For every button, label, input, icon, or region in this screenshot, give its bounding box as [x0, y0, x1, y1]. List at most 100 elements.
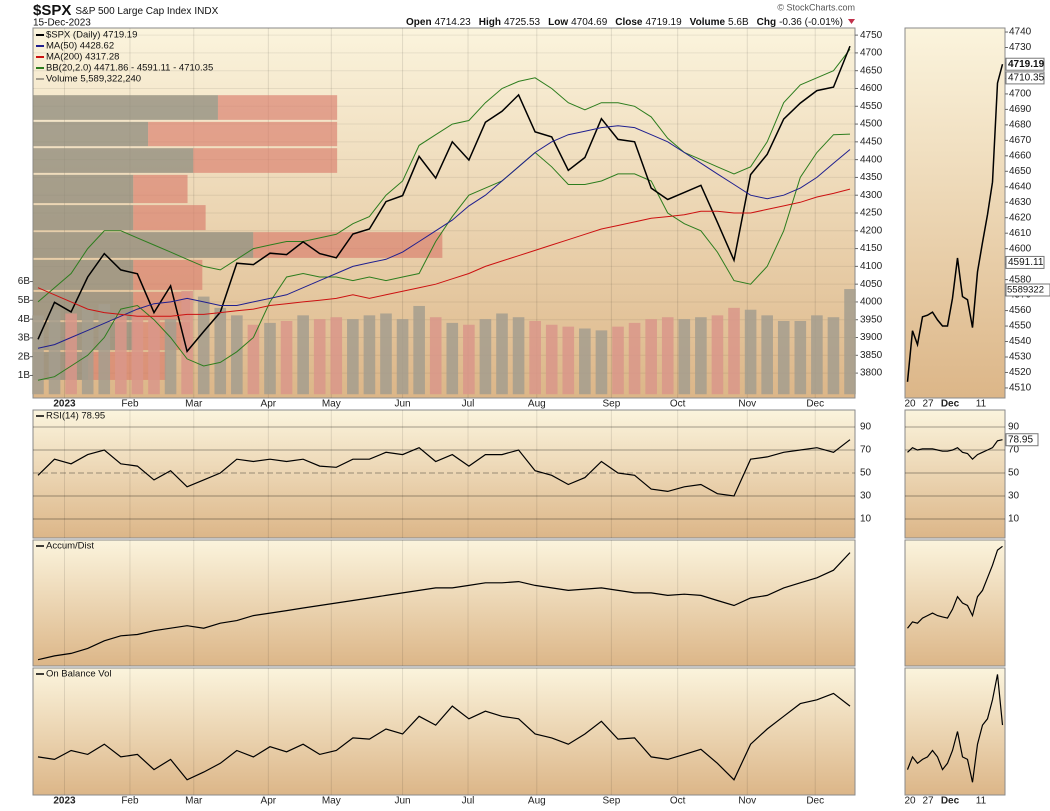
volume-bar — [595, 330, 608, 395]
inset-y-tick-label: 4550 — [1009, 321, 1032, 332]
y-tick-label: 4650 — [860, 65, 883, 76]
price-label: 4591.11 — [1008, 257, 1044, 268]
inset-y-tick-label: 4700 — [1009, 89, 1032, 100]
volume-tick-label: 6B — [18, 276, 31, 287]
vbp-down — [133, 259, 203, 290]
volume-bar — [711, 315, 724, 395]
inset-y-tick-label: 4680 — [1009, 120, 1032, 131]
inset-obv-line — [906, 674, 1004, 783]
accum-dist-panel — [32, 539, 856, 667]
volume-bar — [48, 309, 61, 395]
rsi-tick-label: 30 — [860, 491, 872, 502]
x-tick-label: 2023 — [53, 796, 76, 807]
obv-panel — [32, 667, 856, 796]
volume-bar — [562, 326, 575, 395]
x-tick-label: Jul — [462, 796, 475, 807]
y-tick-label: 3800 — [860, 368, 883, 379]
vbp-up — [33, 174, 134, 204]
inset-y-tick-label: 4660 — [1009, 150, 1032, 161]
y-tick-label: 4450 — [860, 136, 883, 147]
inset-x-tick-label: 11 — [976, 796, 987, 807]
quote-label: Open — [406, 17, 432, 28]
inset-accum_dist-line — [907, 545, 1003, 629]
x-tick-label: Apr — [261, 399, 277, 410]
inset-x-tick-label: 27 — [922, 796, 934, 807]
y-tick-label: 4150 — [860, 243, 883, 254]
rsi-label-box — [1005, 433, 1039, 447]
bb-upper — [37, 48, 851, 303]
inset-y-tick-label: 4740 — [1009, 27, 1032, 38]
inset-x-tick-label: Dec — [941, 796, 960, 807]
volume-bar — [131, 313, 144, 395]
vbp-down — [253, 232, 443, 258]
x-tick-label: May — [322, 796, 341, 807]
volume-bar — [446, 322, 459, 395]
y-tick-label: 4200 — [860, 225, 883, 236]
inset-rsi-tick-label: 50 — [1008, 468, 1020, 479]
volume-bar — [761, 315, 773, 395]
volume-tick-label: 2B — [18, 351, 31, 362]
quote-value: -0.36 (-0.01%) — [779, 17, 843, 28]
rsi-tick-label: 50 — [860, 468, 872, 479]
y-tick-label: 4000 — [860, 297, 883, 308]
volume-bar — [645, 319, 657, 395]
price-label: 4710.35 — [1008, 73, 1045, 84]
volume-bar — [612, 326, 624, 395]
volume-bar — [148, 317, 160, 395]
volume-bar — [231, 315, 243, 395]
quote-value: 4725.53 — [504, 17, 541, 28]
volume-bar — [413, 305, 425, 395]
volume-bar — [396, 319, 409, 395]
vbp-down — [133, 205, 206, 231]
y-tick-label: 3900 — [860, 332, 883, 343]
price-line — [37, 45, 851, 354]
volume-bar — [363, 315, 376, 395]
volume-bar — [214, 307, 227, 395]
vbp-up — [33, 148, 194, 173]
inset-rsi-tick-label: 70 — [1008, 445, 1020, 456]
vbp-up — [33, 121, 149, 147]
legend-label: BB(20,2.0) 4471.86 - 4591.11 - 4710.35 — [46, 63, 213, 74]
volume-label-box — [1005, 283, 1050, 297]
moving-average — [37, 188, 851, 317]
y-tick-label: 4250 — [860, 208, 883, 219]
x-tick-label: Aug — [528, 399, 546, 410]
volume-bar — [313, 319, 326, 395]
volume-bar — [661, 317, 674, 395]
volume-bar — [496, 313, 508, 395]
volume-bar — [777, 320, 790, 395]
indicator-label: On Balance Vol — [46, 669, 112, 680]
volume-bar — [728, 307, 740, 395]
inset-y-tick-label: 4580 — [1009, 274, 1032, 285]
rsi-tick-label: 90 — [860, 422, 872, 433]
x-tick-label: Jun — [395, 796, 411, 807]
volume-bar — [744, 309, 757, 395]
volume-bar — [628, 322, 641, 395]
legend-label: Volume 5,589,322,240 — [46, 74, 141, 85]
inset-y-tick-label: 4730 — [1009, 42, 1032, 53]
vbp-down — [217, 95, 338, 120]
legend-label: MA(200) 4317.28 — [46, 52, 119, 63]
inset-y-tick-label: 4540 — [1009, 336, 1032, 347]
inset-y-tick-label: 4690 — [1009, 104, 1032, 115]
volume-bar — [529, 320, 541, 395]
volume-bar — [844, 289, 856, 395]
inset-x-tick-label: Dec — [941, 399, 960, 410]
volume-bar — [164, 319, 177, 395]
y-tick-label: 4700 — [860, 48, 883, 59]
vbp-up — [33, 232, 254, 258]
inset-x-tick-label: 20 — [904, 796, 916, 807]
volume-label: 5589322 — [1007, 285, 1044, 296]
x-tick-label: Sep — [602, 796, 620, 807]
inset-y-tick-label: 4530 — [1009, 352, 1032, 363]
inset-x-tick-label: 11 — [976, 399, 987, 410]
inset-rsi-panel — [904, 409, 1006, 539]
quote-value: 4719.19 — [646, 17, 683, 28]
volume-bar — [811, 315, 823, 395]
price-label: 4719.19 — [1008, 59, 1045, 70]
volume-bar — [115, 315, 127, 395]
header-title: $SPX S&P 500 Large Cap Index INDX — [33, 2, 219, 19]
volume-bar — [794, 320, 807, 395]
volume-bar — [429, 317, 442, 395]
